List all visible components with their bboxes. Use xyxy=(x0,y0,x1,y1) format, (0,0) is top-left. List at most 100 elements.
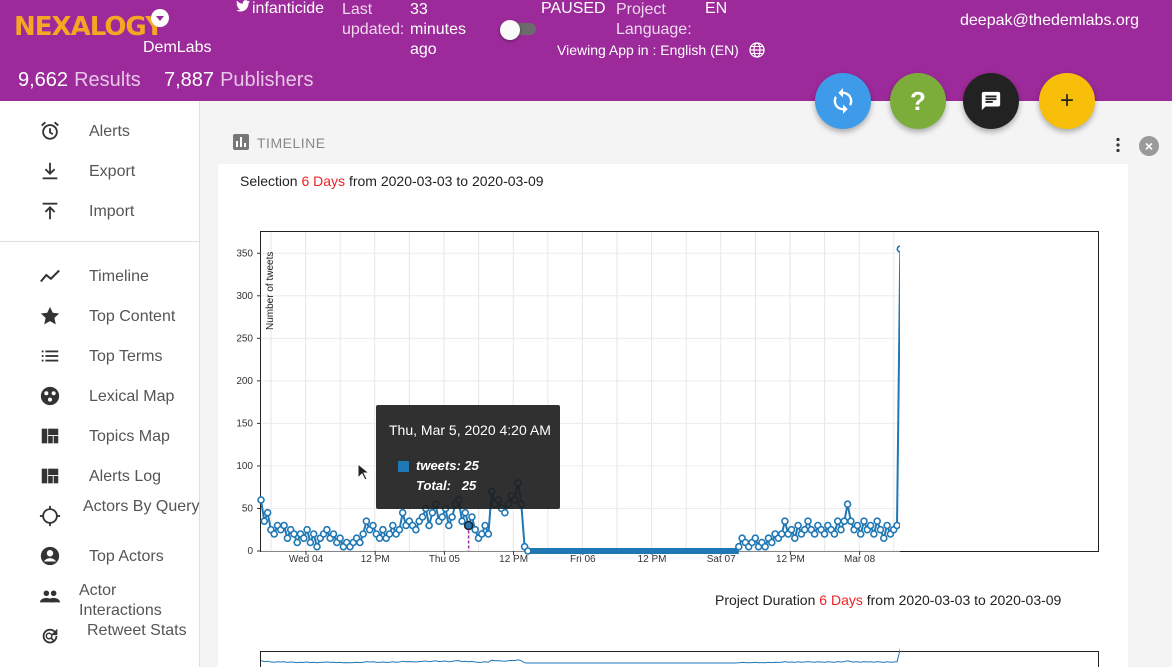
data-point xyxy=(375,534,384,543)
sidebar-item-label: Top Content xyxy=(89,308,176,325)
data-point xyxy=(787,525,796,534)
data-point xyxy=(477,530,486,538)
tooltip-title: Thu, Mar 5, 2020 4:20 AM xyxy=(389,422,551,438)
sidebar-item-label: Top Terms xyxy=(89,348,163,365)
sidebar-item-lexical-map[interactable]: Lexical Map xyxy=(0,377,200,413)
data-point xyxy=(481,521,489,530)
timeline-chart[interactable]: 0 50 100 150 200 250 300 350 Wed 04 12 PM Thu 05 12… xyxy=(0,225,900,570)
data-point xyxy=(853,521,862,530)
data-point xyxy=(388,521,397,530)
mini-timeline-chart[interactable] xyxy=(0,647,900,667)
sidebar-item-actors-by-query[interactable]: Actors By Query xyxy=(0,497,200,533)
tooltip-total-value: 25 xyxy=(461,478,477,493)
hashtag-text: infanticide xyxy=(252,0,325,17)
last-updated-label: Last updated: xyxy=(342,1,405,38)
data-point xyxy=(734,542,743,551)
data-point xyxy=(369,521,377,530)
data-point xyxy=(866,521,875,530)
chat-button[interactable] xyxy=(963,73,1019,129)
data-point xyxy=(448,513,456,521)
y-tick-label: 150 xyxy=(236,418,253,429)
results-number: 9,662 xyxy=(18,69,69,91)
viewing-language[interactable]: Viewing App in : English (EN) xyxy=(557,42,739,58)
project-language-label: Project Language: xyxy=(616,1,692,38)
close-icon[interactable]: × xyxy=(1139,136,1159,156)
grid-icon xyxy=(41,468,59,484)
mini-series-line xyxy=(260,647,900,664)
user-email[interactable]: deepak@thedemlabs.org xyxy=(960,12,1140,29)
sidebar-item-alerts[interactable]: Alerts xyxy=(0,112,200,148)
globe-icon[interactable] xyxy=(749,42,765,58)
status-label: PAUSED xyxy=(541,0,606,17)
sidebar-item-top-actors[interactable]: Top Actors xyxy=(0,537,200,573)
hover-point xyxy=(463,520,474,531)
sidebar-item-topics-map[interactable]: Topics Map xyxy=(0,417,200,453)
pause-toggle[interactable] xyxy=(500,20,536,40)
data-point xyxy=(790,534,799,543)
add-button[interactable]: + xyxy=(1039,73,1095,129)
x-tick-label: Wed 04 xyxy=(289,554,324,565)
org-name[interactable]: DemLabs xyxy=(143,39,212,56)
x-tick-label: Fri 06 xyxy=(570,554,596,565)
data-point xyxy=(398,508,407,517)
nexalogy-logo[interactable]: NEXALOGY xyxy=(14,12,164,42)
sidebar-item-alerts-log[interactable]: Alerts Log xyxy=(0,457,200,493)
sidebar-item-import[interactable]: Import xyxy=(0,192,200,228)
x-tick-label: Sat 07 xyxy=(707,554,736,565)
duration-prefix: Project Duration xyxy=(715,592,816,608)
sidebar-item-label: Import xyxy=(89,203,135,220)
data-point xyxy=(293,538,302,547)
sidebar-item-label: Alerts xyxy=(89,123,130,140)
sidebar-item-label: Actors By Query xyxy=(83,498,200,515)
mini-timeline-frame[interactable] xyxy=(260,651,1099,667)
refresh-icon xyxy=(833,88,853,114)
help-button[interactable]: ? xyxy=(890,73,946,129)
duration-start-date: 2020-03-03 xyxy=(898,592,971,608)
y-tick-label: 50 xyxy=(242,503,254,514)
org-dropdown-icon[interactable] xyxy=(151,9,169,27)
y-tick-label: 350 xyxy=(236,248,253,259)
data-point xyxy=(833,517,842,526)
data-point xyxy=(425,521,433,530)
data-point xyxy=(359,530,368,538)
data-point xyxy=(501,508,509,517)
data-point xyxy=(458,517,466,526)
data-point xyxy=(761,542,770,551)
selection-days: 6 Days xyxy=(301,173,346,189)
tooltip-series: tweets: 25 xyxy=(416,458,479,473)
selection-start-date: 2020-03-03 xyxy=(380,173,453,189)
download-icon xyxy=(42,162,58,180)
more-vert-icon[interactable] xyxy=(1115,137,1121,153)
sidebar-item-timeline[interactable]: Timeline xyxy=(0,257,200,293)
sidebar-item-label: Actor Interactions xyxy=(79,582,162,619)
mouse-cursor-icon xyxy=(357,463,369,481)
x-tick-label: 12 PM xyxy=(638,554,667,565)
data-point xyxy=(395,525,404,534)
sidebar-item-export[interactable]: Export xyxy=(0,152,200,188)
data-point xyxy=(524,547,532,555)
panel-title-text: TIMELINE xyxy=(257,135,326,151)
sidebar-item-label: Retweet Stats xyxy=(87,622,187,639)
publishers-label: Publishers xyxy=(220,69,314,91)
sidebar-item-top-content[interactable]: Top Content xyxy=(0,297,200,333)
retweet-icon xyxy=(42,628,58,644)
chart-tooltip: Thu, Mar 5, 2020 4:20 AM tweets: 25 Tota… xyxy=(376,405,560,509)
app-header: NEXALOGY DemLabs infanticide Last update… xyxy=(0,0,1172,101)
data-point xyxy=(870,530,878,538)
y-tick-label: 100 xyxy=(236,461,253,472)
data-point xyxy=(840,517,849,526)
duration-end-date: 2020-03-09 xyxy=(989,592,1062,608)
data-point xyxy=(418,513,427,521)
sidebar-item-retweet-stats[interactable]: Retweet Stats xyxy=(0,617,200,653)
series-line xyxy=(260,248,900,552)
person-icon xyxy=(40,546,60,566)
data-point xyxy=(323,525,331,534)
data-point xyxy=(362,517,371,526)
selection-prefix: Selection xyxy=(240,173,298,189)
data-point xyxy=(303,525,311,534)
y-tick-label: 0 xyxy=(247,546,253,557)
sidebar-item-top-terms[interactable]: Top Terms xyxy=(0,337,200,373)
data-point xyxy=(873,517,882,526)
sidebar-item-actor-interactions[interactable]: Actor Interactions xyxy=(0,577,200,619)
refresh-button[interactable] xyxy=(815,73,871,129)
